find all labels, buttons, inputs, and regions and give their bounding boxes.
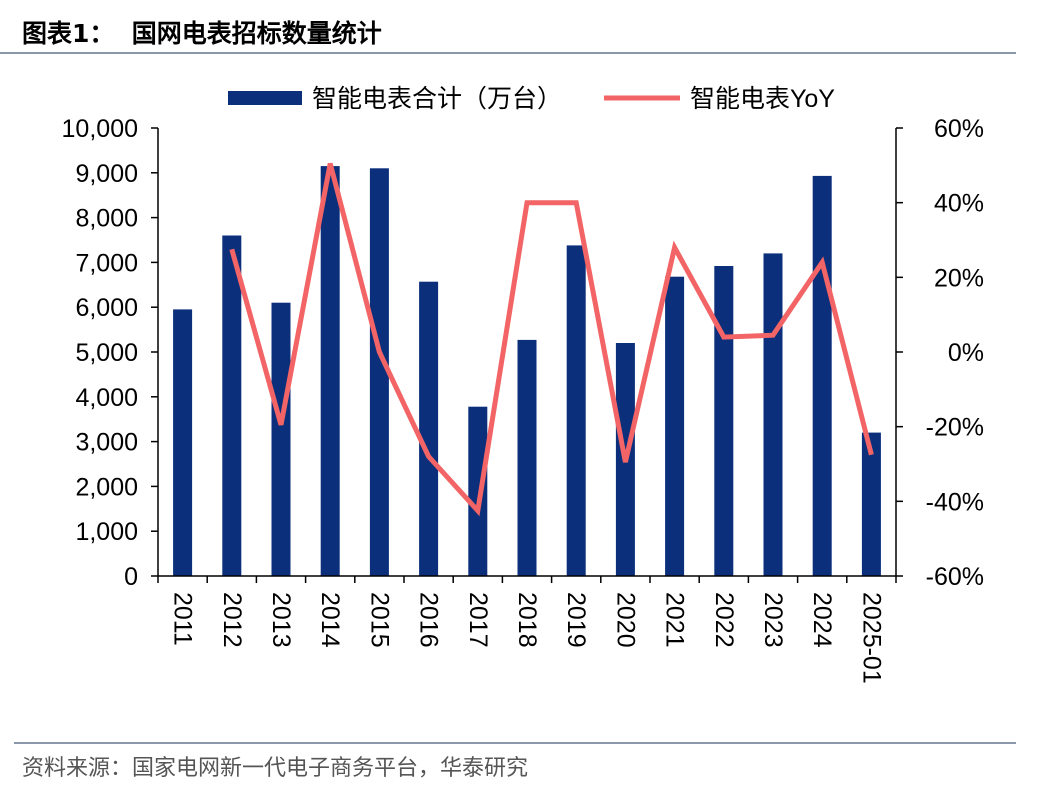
left-tick-label: 8,000: [75, 205, 138, 233]
bar-2025-01: [861, 432, 881, 576]
left-tick-label: 5,000: [75, 339, 138, 367]
left-tick-label: 6,000: [75, 294, 138, 322]
left-tick-label: 9,000: [75, 160, 138, 188]
x-tick-label: 2012: [218, 592, 246, 648]
x-tick-label: 2015: [365, 592, 393, 648]
right-tick-label: 20%: [934, 264, 984, 292]
x-tick-label: 2021: [661, 592, 689, 648]
right-tick-label: -40%: [926, 488, 984, 516]
left-tick-label: 4,000: [75, 384, 138, 412]
bar-2016: [419, 281, 439, 576]
source-divider: [14, 742, 1016, 744]
left-tick-label: 0: [124, 563, 138, 591]
bar-2011: [173, 309, 193, 576]
source-note: 资料来源：国家电网新一代电子商务平台，华泰研究: [22, 756, 529, 781]
bar-2024: [812, 175, 832, 576]
figure-title: 图表1： 国网电表招标数量统计: [22, 19, 382, 48]
x-tick-label: 2017: [464, 592, 492, 648]
left-tick-label: 2,000: [75, 473, 138, 501]
x-tick-label: 2020: [611, 592, 639, 648]
x-tick-label: 2023: [759, 592, 787, 648]
legend-bar-swatch: [228, 91, 302, 105]
right-tick-label: -20%: [926, 414, 984, 442]
bar-2018: [517, 339, 537, 576]
right-tick-label: 40%: [934, 190, 984, 218]
x-tick-label: 2013: [267, 592, 295, 648]
chart-legend: 智能电表合计（万台） 智能电表YoY: [228, 85, 835, 113]
x-tick-label: 2022: [710, 592, 738, 648]
right-tick-label: -60%: [926, 563, 984, 591]
left-tick-label: 7,000: [75, 249, 138, 277]
x-tick-label: 2019: [562, 592, 590, 648]
x-tick-label: 2014: [316, 592, 344, 648]
legend-line-label: 智能电表YoY: [690, 85, 835, 113]
title-divider: [0, 52, 1016, 54]
bar-2014: [320, 166, 340, 576]
bar-2022: [714, 266, 734, 576]
bar-2017: [468, 406, 488, 576]
bar-2015: [369, 168, 389, 577]
yoy-line: [229, 162, 874, 517]
bar-2013: [271, 302, 291, 576]
bar-2023: [763, 253, 783, 576]
right-tick-label: 60%: [934, 115, 984, 143]
x-tick-label: 2024: [808, 592, 836, 648]
left-tick-label: 1,000: [75, 518, 138, 546]
bar-2021: [665, 276, 685, 576]
bar-2019: [566, 245, 586, 576]
x-tick-label: 2011: [169, 592, 197, 646]
legend-bar-label: 智能电表合计（万台）: [312, 85, 562, 113]
left-tick-label: 10,000: [62, 115, 138, 143]
right-tick-label: 0%: [948, 339, 984, 367]
x-tick-label: 2018: [513, 592, 541, 648]
left-tick-label: 3,000: [75, 429, 138, 457]
x-tick-label: 2025-01: [857, 592, 885, 684]
bar-2012: [222, 235, 242, 576]
x-tick-label: 2016: [415, 592, 443, 648]
